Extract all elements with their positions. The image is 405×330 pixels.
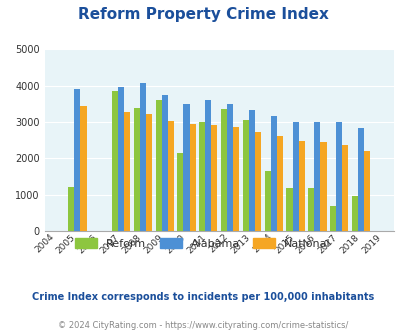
Bar xyxy=(118,87,124,231)
Bar xyxy=(189,124,195,231)
Text: Reform Property Crime Index: Reform Property Crime Index xyxy=(77,7,328,21)
Text: Crime Index corresponds to incidents per 100,000 inhabitants: Crime Index corresponds to incidents per… xyxy=(32,292,373,302)
Bar xyxy=(329,206,335,231)
Bar xyxy=(199,122,205,231)
Bar xyxy=(248,110,254,231)
Bar xyxy=(226,104,232,231)
Bar xyxy=(264,171,270,231)
Text: © 2024 CityRating.com - https://www.cityrating.com/crime-statistics/: © 2024 CityRating.com - https://www.city… xyxy=(58,321,347,330)
Bar xyxy=(307,188,313,231)
Bar xyxy=(139,83,145,231)
Bar xyxy=(183,104,189,231)
Bar xyxy=(298,141,304,231)
Bar xyxy=(270,116,276,231)
Bar xyxy=(74,89,80,231)
Bar xyxy=(167,121,173,231)
Bar xyxy=(177,152,183,231)
Bar xyxy=(254,132,260,231)
Legend: Reform, Alabama, National: Reform, Alabama, National xyxy=(70,234,335,253)
Bar xyxy=(205,100,211,231)
Bar xyxy=(68,187,74,231)
Bar xyxy=(320,142,326,231)
Bar xyxy=(124,112,130,231)
Bar xyxy=(351,196,357,231)
Bar xyxy=(276,136,282,231)
Bar xyxy=(242,120,248,231)
Bar xyxy=(292,122,298,231)
Bar xyxy=(335,122,341,231)
Bar xyxy=(286,188,292,231)
Bar xyxy=(220,109,226,231)
Bar xyxy=(145,114,151,231)
Bar xyxy=(161,95,167,231)
Bar xyxy=(357,128,363,231)
Bar xyxy=(112,91,118,231)
Bar xyxy=(232,127,239,231)
Bar xyxy=(80,106,86,231)
Bar xyxy=(313,122,320,231)
Bar xyxy=(155,100,161,231)
Bar xyxy=(341,145,347,231)
Bar xyxy=(363,151,369,231)
Bar xyxy=(133,108,139,231)
Bar xyxy=(211,125,217,231)
